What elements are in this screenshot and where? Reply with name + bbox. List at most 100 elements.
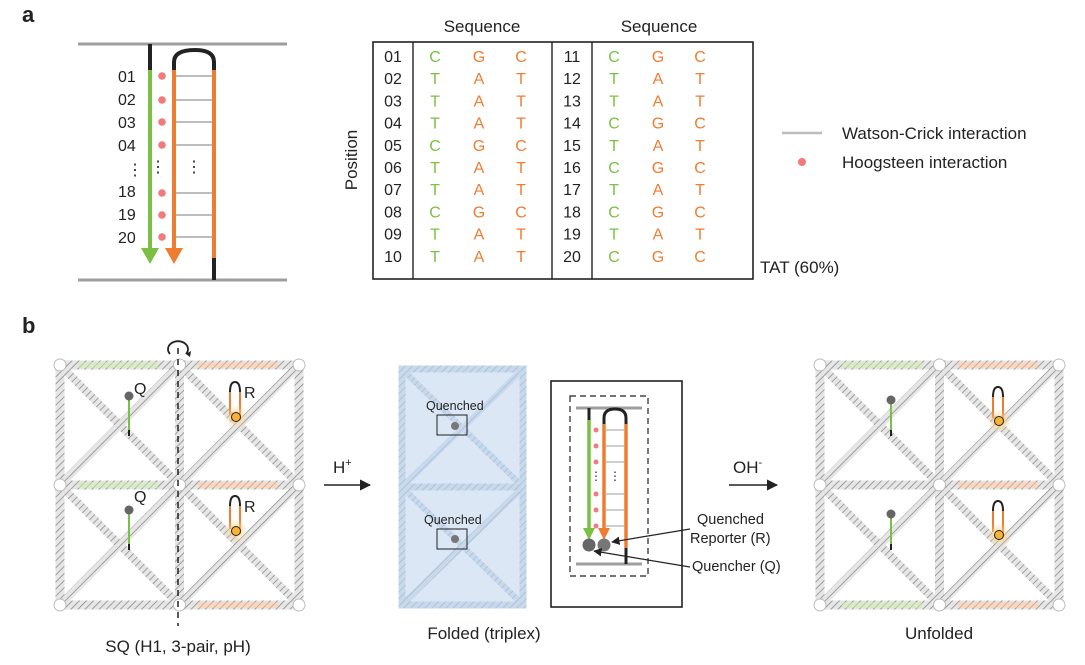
q-label-bottom: Q xyxy=(134,489,146,506)
r-label-top: R xyxy=(244,385,256,402)
table-pos-cell: 18 xyxy=(563,204,581,221)
table-base-mid: G xyxy=(652,160,664,177)
table-header-right: Sequence xyxy=(621,17,698,36)
table-pos-cell: 01 xyxy=(384,49,402,66)
arrow-acid-sup: + xyxy=(345,457,351,469)
table-base-third: C xyxy=(608,116,620,133)
hoogsteen-dot xyxy=(158,211,166,219)
quencher-dot xyxy=(124,391,134,401)
table-base-right: T xyxy=(516,93,526,110)
callouts: Quenched Reporter (R) Quencher (Q) xyxy=(593,512,781,575)
r-label-bottom: R xyxy=(244,499,256,516)
table-pos-cell: 12 xyxy=(563,71,581,88)
table-pos-cell: 19 xyxy=(563,227,581,244)
table-pos-cell: 11 xyxy=(564,49,581,66)
table-base-third: T xyxy=(609,227,619,244)
panel-a-label: a xyxy=(22,2,35,27)
table-pos-cell: 04 xyxy=(384,116,402,133)
hoogsteen-dots xyxy=(158,72,166,241)
table-base-third: C xyxy=(608,204,620,221)
callout-quencher: Quencher (Q) xyxy=(692,559,781,575)
inset-quencher xyxy=(582,538,596,552)
table-base-mid: A xyxy=(653,138,664,155)
legend-hoogsteen: Hoogsteen interaction xyxy=(842,153,1007,172)
table-base-mid: G xyxy=(473,138,485,155)
table-base-mid: A xyxy=(653,227,664,244)
hoogsteen-dot xyxy=(158,118,166,126)
table-base-right: T xyxy=(516,71,526,88)
table-pos-cell: 14 xyxy=(563,116,581,133)
ellipsis-mid: ⋮ xyxy=(150,159,166,176)
arrow-base: OH- xyxy=(729,457,779,491)
caption-folded: Folded (triplex) xyxy=(427,624,540,643)
table-base-mid: A xyxy=(474,182,485,199)
table-base-third: T xyxy=(609,93,619,110)
table-base-right: C xyxy=(694,204,706,221)
panel-b-label: b xyxy=(22,313,35,338)
origami-tile-unfolded xyxy=(813,358,1066,612)
orange-staple-stripe xyxy=(958,482,1038,488)
table-base-mid: G xyxy=(652,249,664,266)
table-footnote: TAT (60%) xyxy=(760,258,839,277)
table-base-third: T xyxy=(430,93,440,110)
table-base-third: C xyxy=(608,249,620,266)
orange-staple-stripe xyxy=(958,602,1038,608)
table-base-right: T xyxy=(695,71,705,88)
svg-text:OH-: OH- xyxy=(733,457,763,477)
rotate-arrow-icon xyxy=(167,340,189,355)
table-base-third: T xyxy=(430,227,440,244)
table-pos-cell: 17 xyxy=(563,182,581,199)
table-base-third: C xyxy=(608,49,620,66)
triplex-zoom-inset: ⋮ ⋮ xyxy=(550,380,683,608)
table-base-right: T xyxy=(695,138,705,155)
legend: Watson-Crick interaction Hoogsteen inter… xyxy=(782,124,1027,172)
table-base-mid: A xyxy=(474,93,485,110)
table-base-right: C xyxy=(694,249,706,266)
table-base-mid: G xyxy=(652,204,664,221)
table-base-third: T xyxy=(609,71,619,88)
inset-reporter xyxy=(597,538,611,552)
table-pos-cell: 08 xyxy=(384,204,402,221)
table-base-third: T xyxy=(609,138,619,155)
table-base-mid: G xyxy=(473,204,485,221)
pos-label: 20 xyxy=(118,230,136,247)
table-base-mid: A xyxy=(653,71,664,88)
table-base-third: C xyxy=(429,49,441,66)
svg-text:⋮: ⋮ xyxy=(590,469,602,483)
orange-staple-stripe xyxy=(198,482,278,488)
q-label-top: Q xyxy=(134,381,146,398)
hoogsteen-dot xyxy=(158,72,166,80)
hoogsteen-dot xyxy=(158,189,166,197)
table-pos-cell: 05 xyxy=(384,138,402,155)
arrow-acid-label: H xyxy=(333,458,345,477)
legend-dot-icon xyxy=(798,158,806,166)
table-base-right: C xyxy=(694,160,706,177)
table-pos-cell: 09 xyxy=(384,227,402,244)
table-base-mid: A xyxy=(474,71,485,88)
table-base-right: T xyxy=(516,227,526,244)
orange-staple-stripe xyxy=(958,362,1038,368)
table-base-right: T xyxy=(695,227,705,244)
quencher-dot xyxy=(124,505,134,515)
sq-markers: Q Q R R xyxy=(124,380,256,550)
table-base-third: C xyxy=(608,160,620,177)
hairpin-arrowhead xyxy=(165,248,183,264)
pos-label: 02 xyxy=(118,92,136,109)
third-strand-arrowhead xyxy=(141,248,159,264)
table-pos-cell: 20 xyxy=(563,249,581,266)
table-base-mid: A xyxy=(653,93,664,110)
pos-label: 19 xyxy=(118,207,136,224)
legend-watson-crick: Watson-Crick interaction xyxy=(842,124,1027,143)
caption-sq: SQ (H1, 3-pair, pH) xyxy=(105,637,251,656)
origami-tile-sq xyxy=(53,358,306,612)
table-pos-cell: 10 xyxy=(384,249,402,266)
sequence-table: Sequence Sequence Position 01 C G C 02 T A T 03 T… xyxy=(342,17,839,280)
watson-crick-rungs xyxy=(176,75,212,238)
table-base-third: T xyxy=(609,182,619,199)
table-pos-cell: 06 xyxy=(384,160,402,177)
table-base-mid: A xyxy=(474,160,485,177)
pos-label: 04 xyxy=(118,138,136,155)
ellipsis-right: ⋮ xyxy=(186,159,202,176)
table-axis-label: Position xyxy=(342,130,361,190)
triplex-schematic-a: ⋮ ⋮ xyxy=(78,42,287,282)
